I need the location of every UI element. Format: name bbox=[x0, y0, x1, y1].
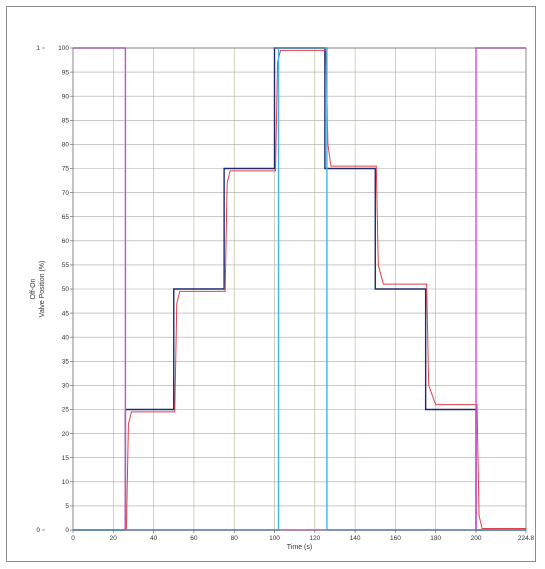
x-tick-label-4: 80 bbox=[231, 535, 239, 542]
x-tick-label-2: 40 bbox=[150, 535, 158, 542]
x-tick-label-7: 140 bbox=[350, 535, 361, 542]
x-tick-label-1: 20 bbox=[110, 535, 118, 542]
y-tick-label-15: 15 bbox=[62, 455, 70, 462]
series-line-1 bbox=[73, 49, 526, 531]
x-tick-label-0: 0 bbox=[71, 535, 75, 542]
y-tick-label-5: 5 bbox=[65, 503, 69, 510]
y-tick-label-85: 85 bbox=[62, 118, 70, 125]
x-tick-label-3: 60 bbox=[190, 535, 198, 542]
x-tick-label-9: 180 bbox=[430, 535, 441, 542]
y-tick-label-80: 80 bbox=[62, 142, 70, 149]
x-tick-label-8: 160 bbox=[390, 535, 401, 542]
y-tick-label-90: 90 bbox=[62, 93, 70, 100]
tick-labels: 0510152025303540455055606570758085909510… bbox=[36, 45, 534, 542]
y-tick-label-95: 95 bbox=[62, 69, 70, 76]
y-tick-label-45: 45 bbox=[62, 310, 70, 317]
y-tick-label-10: 10 bbox=[62, 479, 70, 486]
grid bbox=[73, 47, 526, 531]
y2-axis-title: Off-On bbox=[30, 278, 37, 299]
y-tick-label-35: 35 bbox=[62, 359, 70, 366]
y2-tick-label-1: 1 bbox=[36, 45, 40, 52]
y-tick-label-65: 65 bbox=[62, 214, 70, 221]
y-tick-label-100: 100 bbox=[58, 45, 69, 52]
y-tick-label-25: 25 bbox=[62, 407, 70, 414]
y2-tick-label-0: 0 bbox=[36, 527, 40, 534]
axes bbox=[42, 47, 527, 533]
x-axis-title: Time (s) bbox=[287, 544, 312, 551]
y-tick-label-0: 0 bbox=[65, 527, 69, 534]
x-tick-label-5: 100 bbox=[269, 535, 280, 542]
y-tick-label-50: 50 bbox=[62, 286, 70, 293]
x-tick-label-10: 200 bbox=[471, 535, 482, 542]
y-tick-label-20: 20 bbox=[62, 431, 70, 438]
y-tick-label-60: 60 bbox=[62, 238, 70, 245]
x-tick-label-11: 224.8 bbox=[518, 535, 535, 542]
x-tick-label-6: 120 bbox=[309, 535, 320, 542]
y-tick-label-70: 70 bbox=[62, 190, 70, 197]
plot-border bbox=[72, 47, 527, 531]
y-tick-label-40: 40 bbox=[62, 334, 70, 341]
y-axis-title: Valve Position (%) bbox=[39, 261, 46, 318]
step-response-chart: 0510152025303540455055606570758085909510… bbox=[30, 45, 535, 551]
chart-frame: 0 5 10 15 20 25 30 35 40 45 50 55 60 65 70 75 80 85 90 95 10… bbox=[6, 6, 536, 562]
y-tick-label-55: 55 bbox=[62, 262, 70, 269]
y-tick-label-30: 30 bbox=[62, 383, 70, 390]
y-tick-label-75: 75 bbox=[62, 166, 70, 173]
